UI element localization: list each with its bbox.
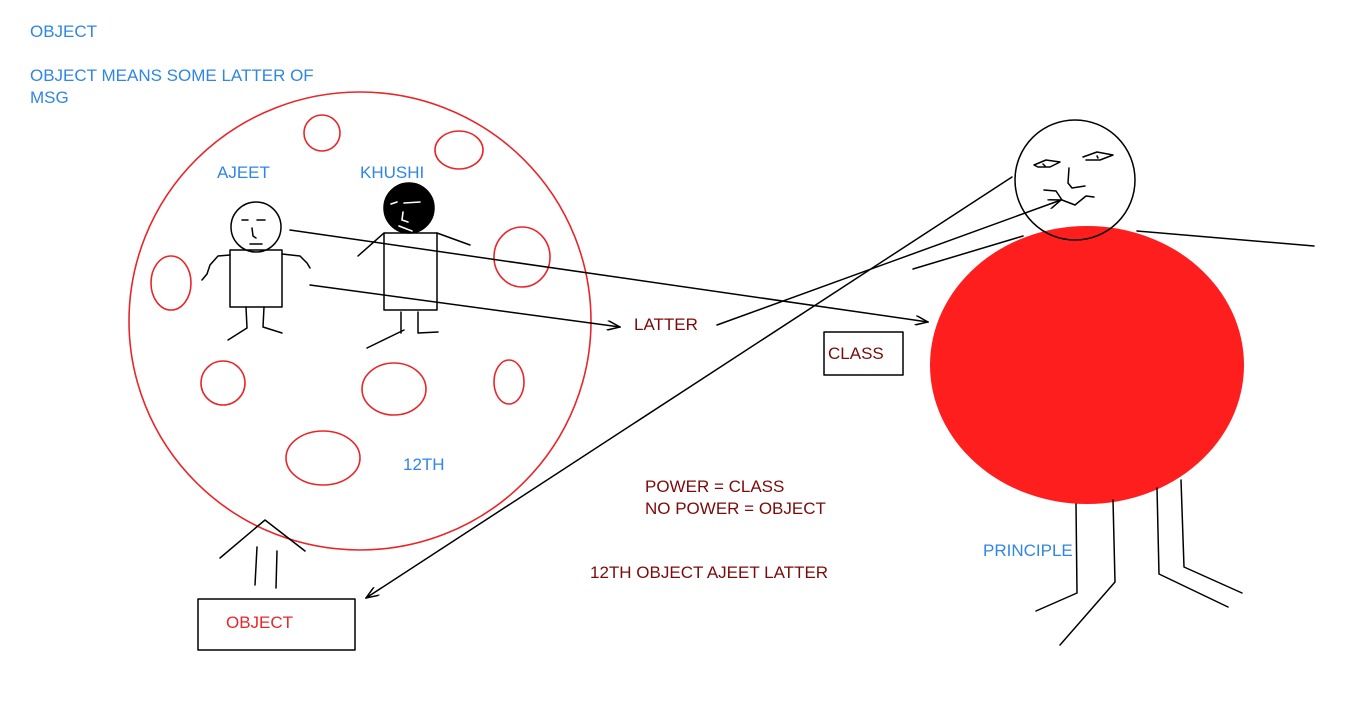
ajeet-right-leg <box>262 306 283 334</box>
principle-body <box>930 226 1244 504</box>
principle-head <box>1014 119 1136 241</box>
principle-right-arm <box>1136 230 1315 247</box>
principle-right-leg <box>1156 479 1243 608</box>
person-name-ajeet: AJEET <box>217 163 270 182</box>
ajeet-right-arm <box>281 253 311 269</box>
khushi-body <box>383 232 438 311</box>
principle-left-leg <box>1035 499 1116 646</box>
principle-figure <box>912 119 1315 646</box>
note-no-power-object: NO POWER = OBJECT <box>645 499 826 518</box>
small-ellipse <box>361 362 427 416</box>
note-power-class: POWER = CLASS <box>645 477 784 496</box>
object-box <box>197 598 356 651</box>
header-title: OBJECT <box>30 22 97 41</box>
khushi-right-leg <box>417 311 439 334</box>
principle-face <box>1033 151 1114 206</box>
class-box-label: CLASS <box>828 344 884 363</box>
small-ellipse <box>285 430 361 486</box>
ajeet-body <box>229 249 283 308</box>
small-ellipse <box>493 359 525 405</box>
khushi-left-leg <box>366 311 405 349</box>
small-ellipse <box>150 255 192 311</box>
school-building <box>219 519 306 589</box>
khushi-right-arm <box>436 232 471 246</box>
arrow-latter-to-principle <box>716 200 1061 326</box>
small-ellipse <box>200 360 246 406</box>
arrow-ajeet-to-principle <box>289 229 928 322</box>
khushi-left-arm <box>357 232 385 257</box>
person-name-khushi: KHUSHI <box>360 163 424 182</box>
classroom-circle <box>128 91 592 551</box>
class-label-12th: 12TH <box>403 455 445 474</box>
class-box <box>823 331 904 376</box>
ajeet-left-arm <box>201 254 231 281</box>
small-ellipse <box>303 114 341 152</box>
khushi-face <box>390 201 421 232</box>
latter-label: LATTER <box>634 315 698 334</box>
khushi-head <box>383 182 435 234</box>
arrow-principle-to-object <box>366 176 1013 598</box>
ajeet-face <box>241 219 266 245</box>
stick-figure-ajeet <box>201 201 311 341</box>
ajeet-left-leg <box>227 306 248 341</box>
principle-label: PRINCIPLE <box>983 541 1073 560</box>
small-ellipse <box>493 226 551 288</box>
arrow-ajeet-to-latter <box>309 284 620 327</box>
object-box-label: OBJECT <box>226 613 293 632</box>
header-definition-line1: OBJECT MEANS SOME LATTER OF <box>30 66 314 85</box>
ajeet-head <box>230 201 282 253</box>
principle-left-arm <box>912 235 1024 270</box>
stick-figure-khushi <box>357 182 471 349</box>
small-ellipse <box>434 130 484 170</box>
note-summary: 12TH OBJECT AJEET LATTER <box>590 563 828 582</box>
header-definition-line2: MSG <box>30 88 69 107</box>
